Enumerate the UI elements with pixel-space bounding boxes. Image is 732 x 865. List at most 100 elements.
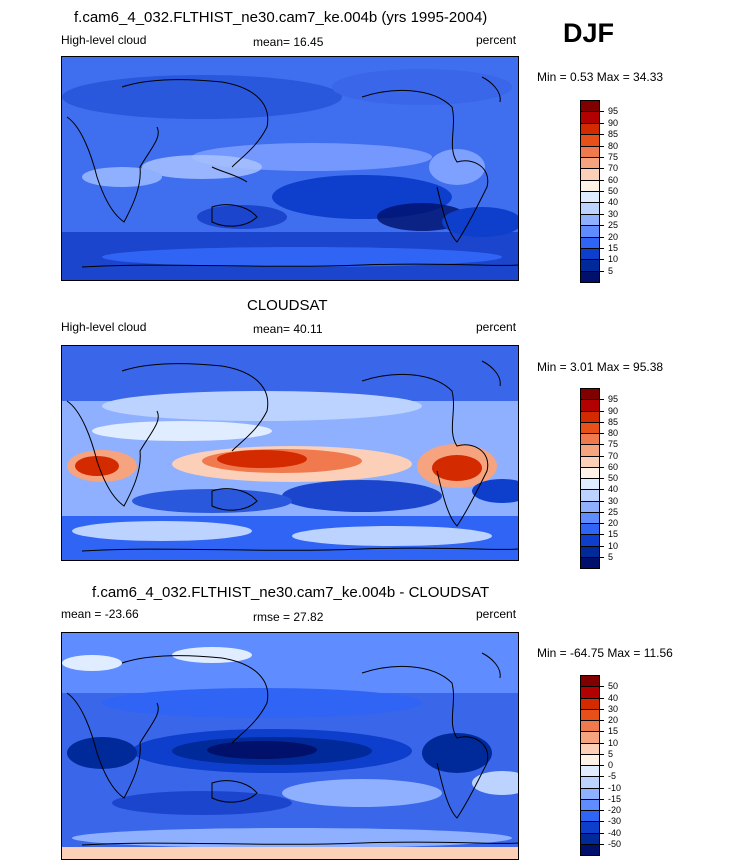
colorbar-tick <box>600 731 604 733</box>
colorbar-tick <box>600 421 604 423</box>
colorbar-tick <box>600 145 604 147</box>
colorbar-label: 10 <box>608 254 619 265</box>
panel-2-title: CLOUDSAT <box>247 297 328 314</box>
colorbar-label: 95 <box>608 106 619 117</box>
colorbar-tick <box>600 247 604 249</box>
colorbar-label: -50 <box>608 838 622 849</box>
panel-3-units-label: percent <box>476 607 517 621</box>
colorbar-tick <box>600 156 604 158</box>
panel-3-mean-label: mean = -23.66 <box>61 607 139 621</box>
colorbar-label: -40 <box>608 827 622 838</box>
colorbar-label: -15 <box>608 793 622 804</box>
colorbar-tick <box>600 832 604 834</box>
colorbar-tick <box>600 399 604 401</box>
colorbar-tick <box>600 500 604 502</box>
colorbar-label: 60 <box>608 174 619 185</box>
panel-1-variable-label: High-level cloud <box>61 33 147 47</box>
colorbar-tick <box>600 444 604 446</box>
colorbar-tick <box>600 489 604 491</box>
colorbar-label: 40 <box>608 692 619 703</box>
colorbar-tick <box>600 686 604 688</box>
colorbar-label: 25 <box>608 220 619 231</box>
panel-1-minmax: Min = 0.53 Max = 34.33 <box>537 70 664 84</box>
colorbar-tick <box>600 111 604 113</box>
colorbar-label: -10 <box>608 782 622 793</box>
colorbar-tick <box>600 122 604 124</box>
colorbar-label: 50 <box>608 681 619 692</box>
colorbar-tick <box>600 213 604 215</box>
colorbar-tick <box>600 765 604 766</box>
colorbar-tick <box>600 810 604 811</box>
colorbar-tick <box>600 708 604 710</box>
panel-1-title: f.cam6_4_032.FLTHIST_ne30.cam7_ke.004b (… <box>74 9 488 26</box>
colorbar-label: 85 <box>608 416 619 427</box>
colorbar-tick <box>600 697 604 699</box>
colorbar-tick <box>600 545 604 547</box>
colorbar-label: 20 <box>608 715 619 725</box>
colorbar-label: 25 <box>608 506 619 517</box>
colorbar-swatch <box>580 556 600 569</box>
panel-2-mean-label: mean= 40.11 <box>253 322 323 336</box>
colorbar-label: 15 <box>608 242 619 253</box>
colorbar-label: 70 <box>608 450 619 461</box>
colorbar-tick <box>600 191 604 192</box>
colorbar-label: 30 <box>608 495 619 506</box>
colorbar-label: 30 <box>608 208 619 219</box>
colorbar-tick <box>600 556 604 558</box>
panel-2-map <box>61 345 519 561</box>
colorbar-tick <box>600 134 604 136</box>
panel-3-title: f.cam6_4_032.FLTHIST_ne30.cam7_ke.004b -… <box>92 584 490 601</box>
panel-2-minmax: Min = 3.01 Max = 95.38 <box>537 360 664 374</box>
colorbar-label: 80 <box>608 140 619 151</box>
colorbar-tick <box>600 179 604 181</box>
colorbar-label: 90 <box>608 405 619 416</box>
colorbar-label: 10 <box>608 737 619 748</box>
panel-2-variable-label: High-level cloud <box>61 320 147 334</box>
colorbar-label: 75 <box>608 439 619 450</box>
colorbar-label: 5 <box>608 265 614 276</box>
colorbar-label: 5 <box>608 748 614 759</box>
colorbar-tick <box>600 776 604 778</box>
panel-3-rmse-label: rmse = 27.82 <box>253 610 324 624</box>
colorbar-label: 70 <box>608 163 619 174</box>
colorbar-tick <box>600 843 604 845</box>
colorbar-label: 20 <box>608 518 619 528</box>
colorbar-tick <box>600 720 604 721</box>
colorbar-label: 10 <box>608 540 619 551</box>
panel-3-colorbar: 50 40 30 20 15 10 5 0 -5 -10 -15 -20 -30 -40 -50 <box>580 675 621 856</box>
colorbar-tick <box>600 478 604 479</box>
colorbar-label: -30 <box>608 816 622 827</box>
colorbar-tick <box>600 798 604 800</box>
colorbar-label: 40 <box>608 197 619 208</box>
panel-1-colorbar: 95 90 85 80 75 70 60 50 40 30 25 20 15 10 5 <box>580 100 618 283</box>
season-label: DJF <box>563 18 615 48</box>
colorbar-tick <box>600 753 604 755</box>
colorbar-label: 50 <box>608 473 619 483</box>
colorbar-label: 0 <box>608 760 614 770</box>
colorbar-tick <box>600 410 604 412</box>
colorbar-label: 30 <box>608 703 619 714</box>
colorbar-tick <box>600 455 604 457</box>
colorbar-label: 95 <box>608 394 619 405</box>
panel-1-mean-label: mean= 16.45 <box>253 35 324 49</box>
colorbar-tick <box>600 742 604 744</box>
colorbar-swatch <box>580 843 600 856</box>
colorbar-label: 50 <box>608 186 619 196</box>
panel-2-units-label: percent <box>476 320 517 334</box>
colorbar-tick <box>600 466 604 468</box>
colorbar-tick <box>600 534 604 536</box>
colorbar-label: 20 <box>608 231 619 242</box>
colorbar-tick <box>600 270 604 272</box>
colorbar-tick <box>600 511 604 513</box>
colorbar-label: 80 <box>608 428 619 438</box>
colorbar-tick <box>600 259 604 261</box>
colorbar-tick <box>600 433 604 434</box>
colorbar-label: 5 <box>608 551 614 562</box>
colorbar-tick <box>600 168 604 170</box>
panel-2-colorbar: 95 90 85 80 75 70 60 50 40 30 25 20 15 10 5 <box>580 388 618 569</box>
colorbar-swatch <box>580 270 600 283</box>
colorbar-tick <box>600 236 604 238</box>
colorbar-label: 75 <box>608 151 619 162</box>
colorbar-tick <box>600 787 604 789</box>
colorbar-label: 85 <box>608 129 619 140</box>
